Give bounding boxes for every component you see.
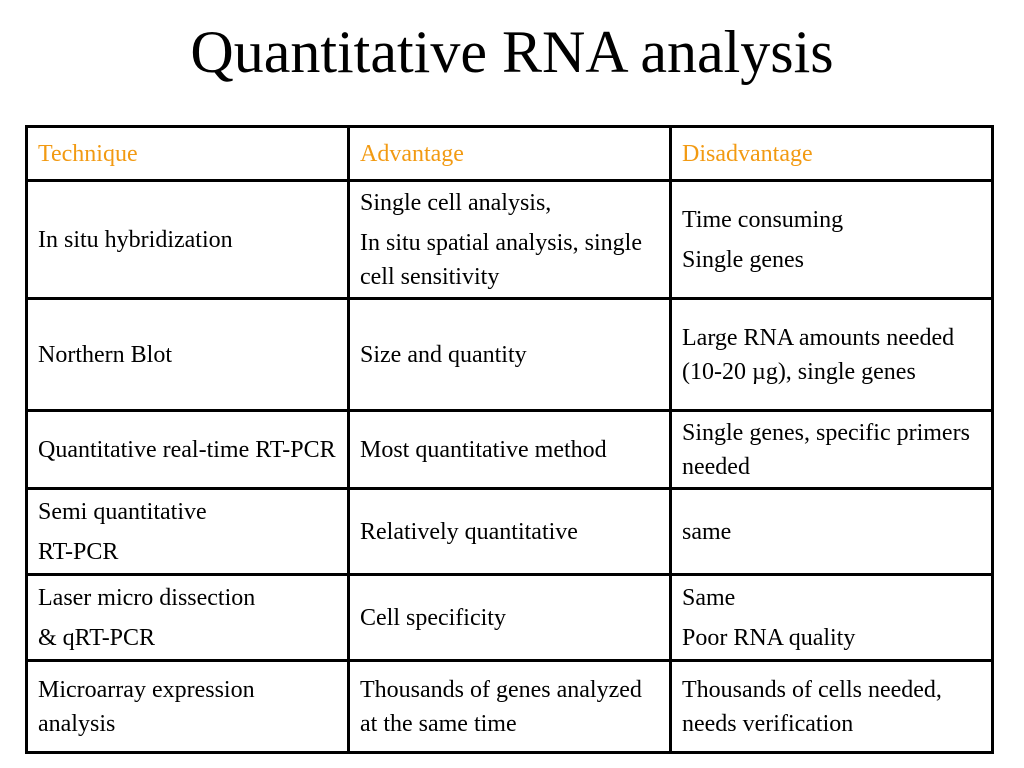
cell-text: Microarray expression analysis	[38, 676, 255, 737]
cell-text: Cell specificity	[360, 604, 506, 631]
cell-text: Single genes	[682, 246, 804, 273]
cell-disadvantage: Same Poor RNA quality	[669, 573, 994, 662]
cell-advantage: Thousands of genes analyzed at the same …	[347, 659, 672, 754]
cell-text: Poor RNA quality	[682, 624, 856, 651]
cell-text: Single genes, specific primers needed	[682, 419, 970, 480]
cell-text: Large RNA amounts needed (10-20 µg), sin…	[682, 324, 955, 385]
table-row: Quantitative real-time RT-PCR Most quant…	[25, 409, 994, 490]
header-advantage: Advantage	[347, 125, 672, 182]
cell-text: Northern Blot	[38, 341, 172, 368]
cell-disadvantage: same	[669, 487, 994, 576]
cell-advantage: Relatively quantitative	[347, 487, 672, 576]
cell-technique: Quantitative real-time RT-PCR	[25, 409, 350, 490]
cell-technique: Semi quantitative RT-PCR	[25, 487, 350, 576]
cell-disadvantage: Single genes, specific primers needed	[669, 409, 994, 490]
header-technique: Technique	[25, 125, 350, 182]
cell-text: Semi quantitative	[38, 498, 207, 525]
cell-text: Single cell analysis,	[360, 189, 552, 216]
table-row: In situ hybridization Single cell analys…	[25, 179, 994, 300]
cell-text: Same	[682, 584, 736, 611]
cell-text: Relatively quantitative	[360, 518, 578, 545]
cell-disadvantage: Thousands of cells needed, needs verific…	[669, 659, 994, 754]
cell-disadvantage: Time consuming Single genes	[669, 179, 994, 300]
cell-text: Time consuming	[682, 206, 844, 233]
slide-title: Quantitative RNA analysis	[190, 19, 834, 85]
cell-technique: Microarray expression analysis	[25, 659, 350, 754]
cell-disadvantage: Large RNA amounts needed (10-20 µg), sin…	[669, 297, 994, 412]
cell-advantage: Cell specificity	[347, 573, 672, 662]
table-row: Semi quantitative RT-PCR Relatively quan…	[25, 487, 994, 576]
cell-text: In situ spatial analysis, single cell se…	[360, 229, 642, 290]
cell-text: same	[682, 518, 732, 545]
table-row: Laser micro dissection & qRT-PCR Cell sp…	[25, 573, 994, 662]
cell-advantage: Size and quantity	[347, 297, 672, 412]
cell-technique: Northern Blot	[25, 297, 350, 412]
cell-text: & qRT-PCR	[38, 624, 156, 651]
cell-text: Thousands of cells needed, needs verific…	[682, 676, 942, 737]
cell-technique: In situ hybridization	[25, 179, 350, 300]
cell-text: Quantitative real-time RT-PCR	[38, 436, 336, 463]
cell-text: Size and quantity	[360, 341, 527, 368]
cell-text: RT-PCR	[38, 538, 119, 565]
header-disadvantage: Disadvantage	[669, 125, 994, 182]
rna-techniques-table: Technique Advantage Disadvantage In situ…	[25, 125, 994, 754]
cell-advantage: Most quantitative method	[347, 409, 672, 490]
table-header-row: Technique Advantage Disadvantage	[25, 125, 994, 182]
cell-text: Thousands of genes analyzed at the same …	[360, 676, 642, 737]
cell-text: Most quantitative method	[360, 436, 607, 463]
table-row: Microarray expression analysis Thousands…	[25, 659, 994, 754]
table-row: Northern Blot Size and quantity Large RN…	[25, 297, 994, 412]
cell-technique: Laser micro dissection & qRT-PCR	[25, 573, 350, 662]
cell-advantage: Single cell analysis, In situ spatial an…	[347, 179, 672, 300]
cell-text: In situ hybridization	[38, 226, 233, 253]
cell-text: Laser micro dissection	[38, 584, 256, 611]
